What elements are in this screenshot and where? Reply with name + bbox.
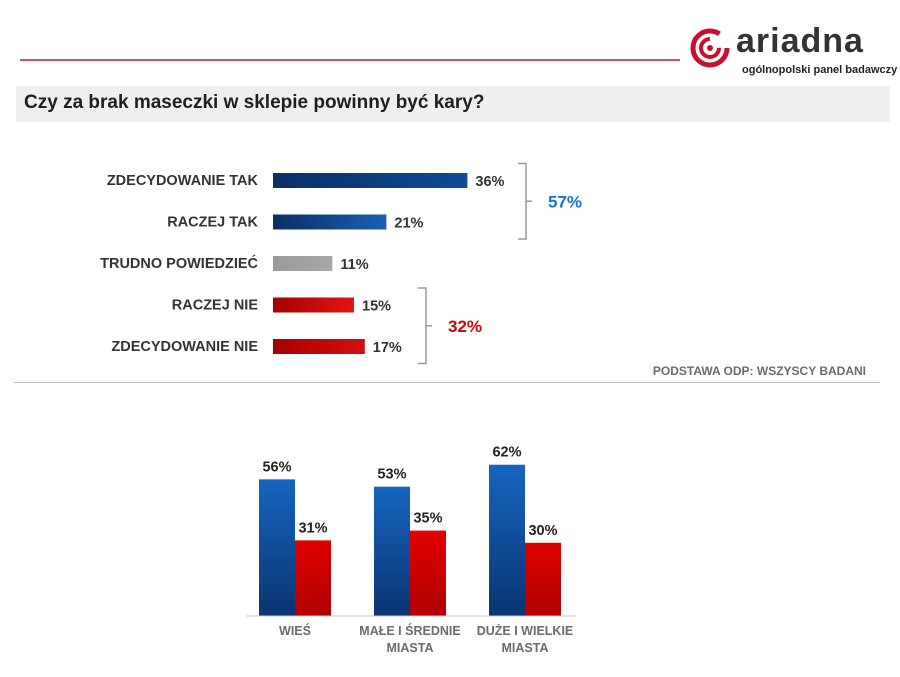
value-label: 15% <box>362 299 391 315</box>
bar <box>525 542 561 616</box>
category-label: WIEŚ <box>279 623 311 638</box>
value-label: 30% <box>528 523 557 539</box>
value-label: 17% <box>373 340 402 356</box>
category-label: ZDECYDOWANIE NIE <box>111 339 258 355</box>
value-label: 21% <box>394 216 423 232</box>
value-label: 35% <box>413 511 442 527</box>
brand-name: ariadna <box>736 22 864 60</box>
category-label: MIASTA <box>387 641 434 655</box>
spiral-logo-icon <box>690 28 730 68</box>
value-label: 62% <box>492 445 521 461</box>
category-label: DUŻE I WIELKIE <box>477 623 574 638</box>
value-label: 31% <box>298 520 327 536</box>
header-rule <box>20 59 680 61</box>
bar <box>374 486 410 616</box>
page-title: Czy za brak maseczki w sklepie powinny b… <box>24 92 485 113</box>
brand-logo: ariadna ogólnopolski panel badawczy <box>690 22 897 76</box>
base-note: PODSTAWA ODP: WSZYSCY BADANI <box>652 364 866 378</box>
bar <box>259 479 295 616</box>
value-label: 36% <box>475 174 504 190</box>
bar <box>273 214 387 230</box>
bar <box>273 339 365 354</box>
group-bracket <box>418 287 432 365</box>
group-total-label: 57% <box>548 192 582 211</box>
category-label: MAŁE I ŚREDNIE <box>359 623 460 638</box>
bar <box>273 297 354 313</box>
opinion-bar-chart: ZDECYDOWANIE TAK 36% RACZEJ TAK 21% TRUDNO P… <box>100 162 582 365</box>
group-total-label: 32% <box>448 317 482 336</box>
section-divider <box>14 382 880 383</box>
bar <box>273 173 468 188</box>
category-label: ZDECYDOWANIE TAK <box>107 173 259 189</box>
value-label: 53% <box>377 467 406 483</box>
bar <box>295 540 331 616</box>
group-bracket <box>518 162 532 240</box>
question-banner: Czy za brak maseczki w sklepie powinny b… <box>16 86 890 122</box>
bar <box>489 464 525 616</box>
value-label: 56% <box>262 459 291 475</box>
brand-tagline: ogólnopolski panel badawczy <box>742 64 898 76</box>
category-label: RACZEJ NIE <box>172 298 259 314</box>
bar <box>273 256 333 271</box>
bar <box>410 530 446 616</box>
category-label: RACZEJ TAK <box>167 215 258 231</box>
category-label: MIASTA <box>502 641 549 655</box>
value-label: 11% <box>340 257 368 273</box>
category-label: TRUDNO POWIEDZIEĆ <box>100 254 258 272</box>
